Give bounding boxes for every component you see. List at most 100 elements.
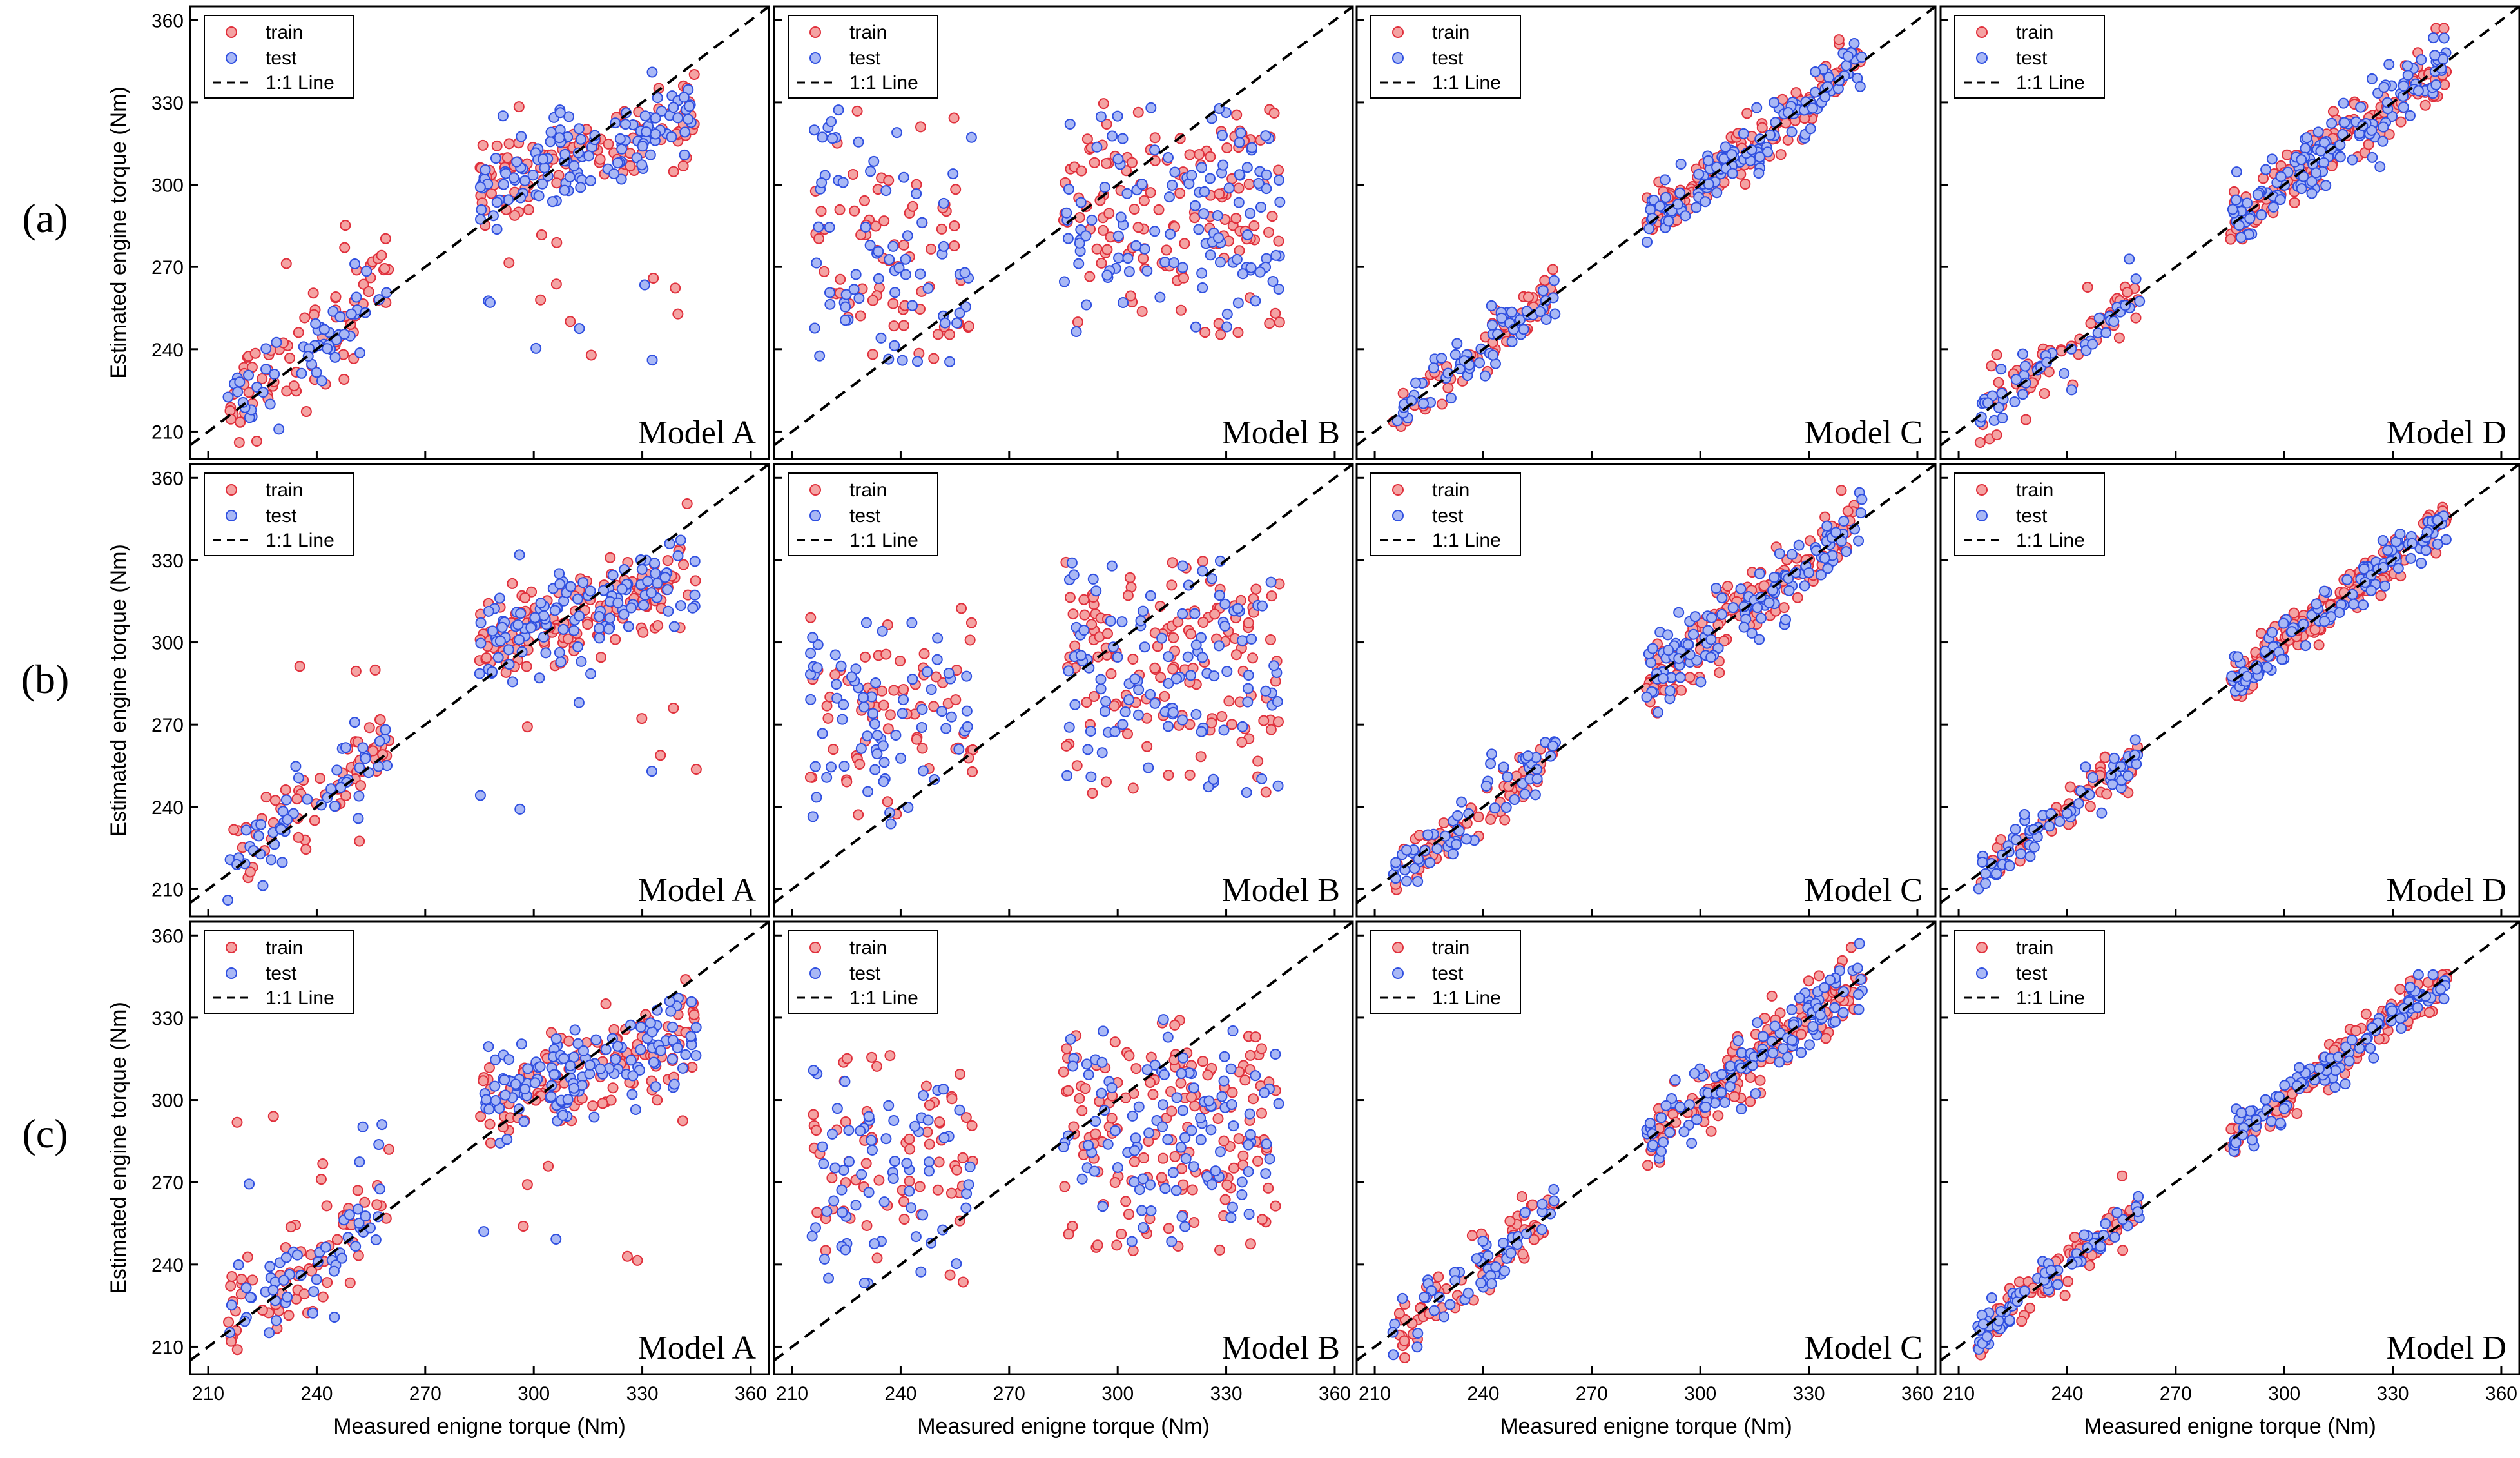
legend-train-marker bbox=[1976, 484, 1988, 496]
test-point bbox=[936, 706, 948, 717]
train-point bbox=[2039, 387, 2050, 399]
test-point bbox=[940, 723, 952, 734]
test-point bbox=[499, 1074, 510, 1085]
test-point bbox=[1214, 590, 1225, 601]
test-point bbox=[2355, 101, 2367, 113]
test-point bbox=[1678, 1126, 1690, 1138]
test-point bbox=[585, 668, 597, 679]
train-point bbox=[914, 1181, 926, 1192]
model-label: Model A bbox=[638, 414, 757, 451]
x-tick-label: 240 bbox=[2051, 1383, 2083, 1405]
test-point bbox=[1752, 602, 1763, 614]
test-point bbox=[549, 605, 561, 616]
train-point bbox=[1205, 151, 1216, 162]
test-point bbox=[2318, 157, 2330, 168]
train-point bbox=[1106, 1113, 1118, 1124]
test-point bbox=[1401, 844, 1413, 856]
legend-line-label: 1:1 Line bbox=[1432, 72, 1501, 93]
test-point bbox=[1641, 691, 1653, 703]
test-point bbox=[1157, 1099, 1168, 1111]
test-point bbox=[890, 730, 902, 741]
train-point bbox=[1842, 505, 1854, 517]
train-point bbox=[925, 243, 936, 255]
test-point bbox=[1197, 282, 1208, 293]
test-point bbox=[855, 1125, 866, 1137]
test-point bbox=[1188, 1161, 1199, 1172]
test-point bbox=[1170, 673, 1182, 685]
test-point bbox=[244, 1178, 255, 1190]
test-point bbox=[2010, 374, 2022, 385]
test-point bbox=[2348, 598, 2360, 610]
test-point bbox=[1672, 199, 1683, 210]
test-point bbox=[813, 221, 824, 233]
test-point bbox=[1123, 266, 1135, 277]
test-point bbox=[1205, 249, 1216, 261]
test-point bbox=[840, 301, 851, 313]
test-point bbox=[826, 116, 837, 128]
test-point bbox=[550, 1233, 562, 1245]
train-point bbox=[1100, 157, 1112, 169]
test-point bbox=[1063, 183, 1074, 195]
test-point bbox=[344, 1209, 355, 1221]
train-point bbox=[871, 1060, 883, 1072]
train-point bbox=[662, 555, 674, 567]
train-point bbox=[898, 684, 909, 695]
test-point bbox=[1656, 1145, 1667, 1157]
test-point bbox=[1705, 634, 1717, 645]
test-point bbox=[1177, 262, 1188, 273]
test-point bbox=[1780, 614, 1792, 626]
test-point bbox=[1095, 674, 1107, 685]
test-point bbox=[576, 656, 587, 667]
test-point bbox=[1107, 130, 1118, 142]
test-point bbox=[2358, 563, 2370, 575]
test-point bbox=[1486, 748, 1498, 760]
test-point bbox=[594, 623, 605, 634]
train-point bbox=[1268, 107, 1280, 119]
test-point bbox=[831, 679, 842, 690]
test-point bbox=[1236, 1176, 1248, 1188]
legend-test-label: test bbox=[266, 505, 297, 527]
test-point bbox=[1117, 133, 1129, 144]
test-point bbox=[1083, 1069, 1094, 1080]
test-point bbox=[1143, 762, 1154, 773]
test-point bbox=[1064, 118, 1076, 130]
test-point bbox=[1663, 215, 1674, 227]
test-point bbox=[2227, 204, 2238, 215]
train-point bbox=[652, 620, 664, 632]
train-point bbox=[551, 177, 563, 189]
test-point bbox=[672, 112, 684, 124]
test-point bbox=[535, 598, 547, 609]
legend-line-label: 1:1 Line bbox=[849, 530, 918, 551]
test-point bbox=[1496, 312, 1507, 324]
test-point bbox=[1257, 600, 1268, 612]
train-point bbox=[1433, 1271, 1444, 1283]
test-point bbox=[1439, 1311, 1450, 1323]
test-point bbox=[1126, 1236, 1138, 1247]
test-point bbox=[2416, 558, 2427, 569]
test-point bbox=[1497, 1238, 1509, 1249]
test-point bbox=[684, 101, 695, 112]
test-point bbox=[2404, 110, 2416, 121]
test-point bbox=[2073, 798, 2084, 810]
train-point bbox=[1214, 1244, 1225, 1256]
train-point bbox=[2363, 139, 2374, 150]
test-point bbox=[360, 1210, 371, 1222]
test-point bbox=[960, 1202, 972, 1214]
train-point bbox=[884, 1050, 896, 1062]
test-point bbox=[897, 708, 908, 719]
test-point bbox=[1995, 364, 2007, 375]
test-point bbox=[1700, 196, 1711, 208]
test-point bbox=[646, 587, 657, 599]
train-point bbox=[1058, 1066, 1069, 1078]
train-point bbox=[300, 406, 312, 418]
test-point bbox=[923, 1156, 935, 1168]
test-point bbox=[1138, 1173, 1149, 1185]
test-point bbox=[1853, 535, 1865, 547]
one-to-one-line bbox=[1355, 5, 1937, 447]
test-point bbox=[1732, 1035, 1744, 1047]
train-point bbox=[521, 1179, 533, 1191]
test-point bbox=[1719, 1096, 1730, 1108]
train-point bbox=[1722, 580, 1734, 592]
x-tick-label: 330 bbox=[1793, 1383, 1825, 1405]
